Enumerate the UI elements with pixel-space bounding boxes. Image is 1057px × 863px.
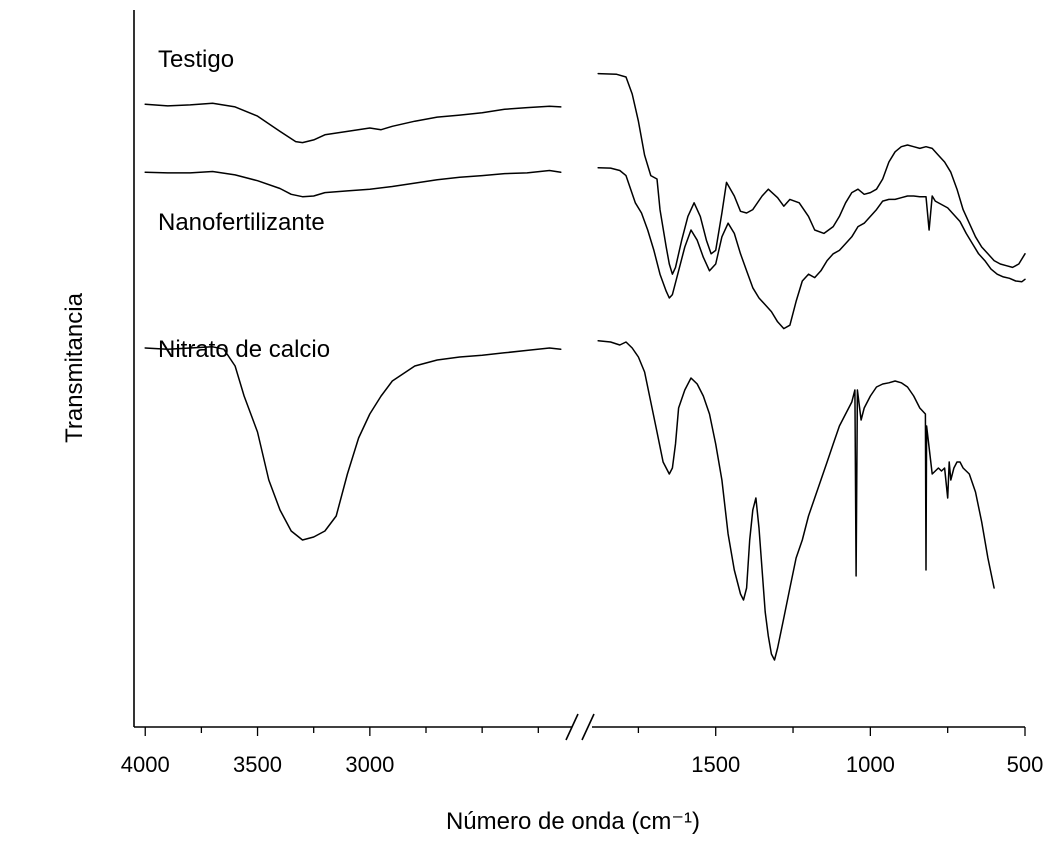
spectrum-line-2-high [144,169,562,198]
axis-break-mark-2 [581,713,595,741]
x-axis-title: Número de onda (cm⁻¹) [446,808,700,835]
x-tick-label: 500 [1007,752,1044,777]
x-tick-label: 1000 [846,752,895,777]
x-tick-label: 1500 [691,752,740,777]
x-axis-ticks [144,727,1026,736]
y-axis-title: Transmitancia [61,292,88,442]
series-label: Testigo [158,46,234,73]
spectrum-line-2-low [597,167,1026,330]
spectrum-line-1-low [597,72,1026,275]
x-tick-label: 4000 [121,752,170,777]
spectrum-line-3-low [597,340,995,661]
series-label: Nitrato de calcio [158,336,330,363]
spectrum-line-3-high [144,346,562,541]
series-label: Nanofertilizante [158,209,325,236]
series-curves [144,72,1026,661]
x-tick-label: 3000 [345,752,394,777]
x-axis-tick-labels: 4000 3500 3000 1500 1000 500 [121,752,1044,777]
x-tick-label: 3500 [233,752,282,777]
axis-break-mark-1 [565,713,579,741]
chart-axes [133,10,1025,741]
spectrum-line-1-high [144,102,562,144]
series-labels: Testigo Nanofertilizante Nitrato de calcio [158,46,330,363]
